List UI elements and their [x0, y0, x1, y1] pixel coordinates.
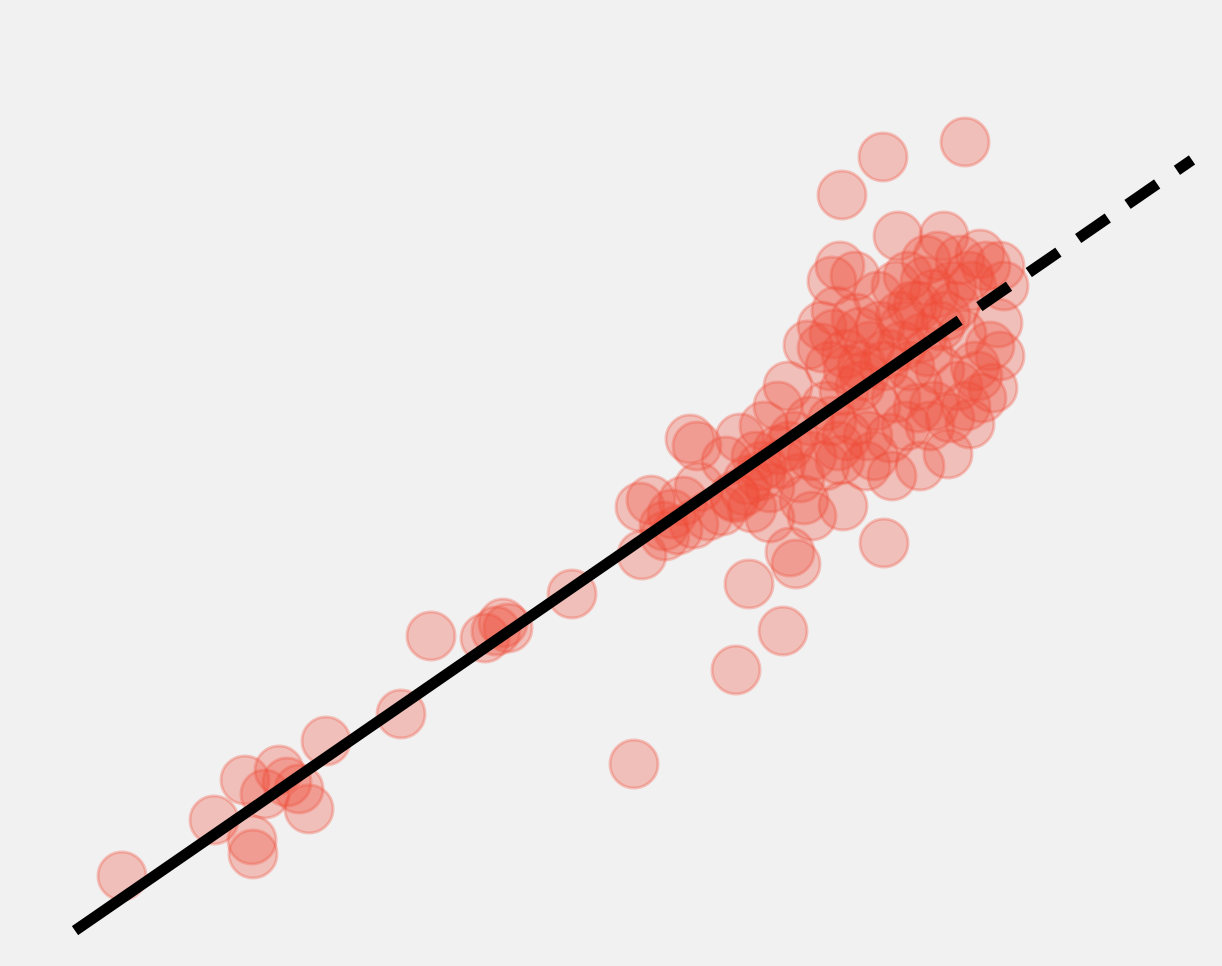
scatter-point	[664, 413, 716, 465]
scatter-point	[820, 328, 872, 380]
scatter-point	[764, 526, 816, 578]
scatter-point	[844, 320, 896, 372]
scatter-point	[814, 240, 866, 292]
scatter-point	[960, 240, 1012, 292]
scatter-point	[762, 360, 814, 412]
scatter-point	[932, 360, 984, 412]
scatter-point	[842, 410, 894, 462]
scatter-point	[834, 306, 886, 358]
scatter-point	[949, 340, 1001, 392]
scatter-point	[918, 210, 970, 262]
fit-line-layer	[71, 155, 1196, 936]
scatter-point	[710, 644, 762, 696]
scatter-point	[892, 360, 944, 412]
scatter-point	[857, 131, 909, 183]
scatter-point	[608, 738, 660, 790]
scatter-point	[943, 250, 995, 302]
scatter-point	[908, 380, 960, 432]
scatter-point	[723, 558, 775, 610]
scatter-point	[912, 230, 964, 282]
scatter-point	[752, 380, 804, 432]
scatter-point	[904, 400, 956, 452]
scatter-point	[744, 462, 796, 514]
scatter-point	[405, 610, 457, 662]
scatter-point	[817, 480, 869, 532]
fit-line-solid	[71, 336, 934, 936]
scatter-point	[671, 420, 723, 472]
scatter-point	[770, 538, 822, 590]
scatter-point	[796, 322, 848, 374]
scatter-point	[816, 169, 868, 221]
scatter-point	[782, 319, 834, 371]
scatter-point	[926, 260, 978, 312]
scatter-point	[726, 482, 778, 534]
scatter-point	[226, 814, 278, 866]
scatter-point	[894, 440, 946, 492]
scatter-point	[864, 412, 916, 464]
scatter-point	[954, 228, 1006, 280]
scatter-point	[810, 285, 862, 337]
scatter-point	[872, 210, 924, 262]
scatter-point	[812, 420, 864, 472]
scatter-point	[804, 340, 856, 392]
scatter-point	[829, 250, 881, 302]
scatter-point	[870, 260, 922, 312]
scatter-point	[922, 428, 974, 480]
scatter-point	[899, 255, 951, 307]
scatter-point	[900, 234, 952, 286]
scatter-point	[799, 440, 851, 492]
scatter-point	[774, 452, 826, 504]
scatter-point	[874, 290, 926, 342]
scatter-point	[892, 280, 944, 332]
scatter-point	[878, 300, 930, 352]
scatter-point	[944, 398, 996, 450]
scatter-point	[858, 517, 910, 569]
scatter-point	[866, 450, 918, 502]
scatter-point	[939, 116, 991, 168]
scatter-point	[914, 344, 966, 396]
scatter-point	[886, 280, 938, 332]
scatter-point	[786, 490, 838, 542]
scatter-point	[778, 474, 830, 526]
scatter-point	[967, 362, 1019, 414]
scatter-point	[934, 234, 986, 286]
points-layer	[96, 116, 1030, 902]
scatter-point	[870, 372, 922, 424]
scatter-point	[956, 372, 1008, 424]
fit-line-dashed	[926, 155, 1196, 346]
scatter-point	[830, 292, 882, 344]
scatter-point	[854, 300, 906, 352]
scatter-point	[880, 400, 932, 452]
scatter-point	[974, 330, 1026, 382]
scatter-point	[974, 240, 1026, 292]
scatter-point	[952, 350, 1004, 402]
scatter-point	[848, 430, 900, 482]
scatter-point	[840, 440, 892, 492]
scatter-point	[757, 605, 809, 657]
scatter-point	[892, 382, 944, 434]
scatter-point	[806, 255, 858, 307]
scatter-point	[283, 783, 335, 835]
scatter-point	[821, 410, 873, 462]
scatter-point	[227, 828, 279, 880]
scatter-point	[882, 250, 934, 302]
scatter-point	[814, 434, 866, 486]
scatter-point	[219, 754, 271, 806]
scatter-point	[908, 268, 960, 320]
scatter-point	[744, 492, 796, 544]
scatter-point	[614, 481, 666, 533]
scatter-point	[940, 380, 992, 432]
scatter-point	[796, 300, 848, 352]
scatter-point	[924, 392, 976, 444]
scatter-point	[852, 270, 904, 322]
scatter-point	[808, 308, 860, 360]
scatter-point	[786, 430, 838, 482]
scatter-point	[625, 474, 677, 526]
scatter-point	[714, 412, 766, 464]
scatter-point	[964, 320, 1016, 372]
